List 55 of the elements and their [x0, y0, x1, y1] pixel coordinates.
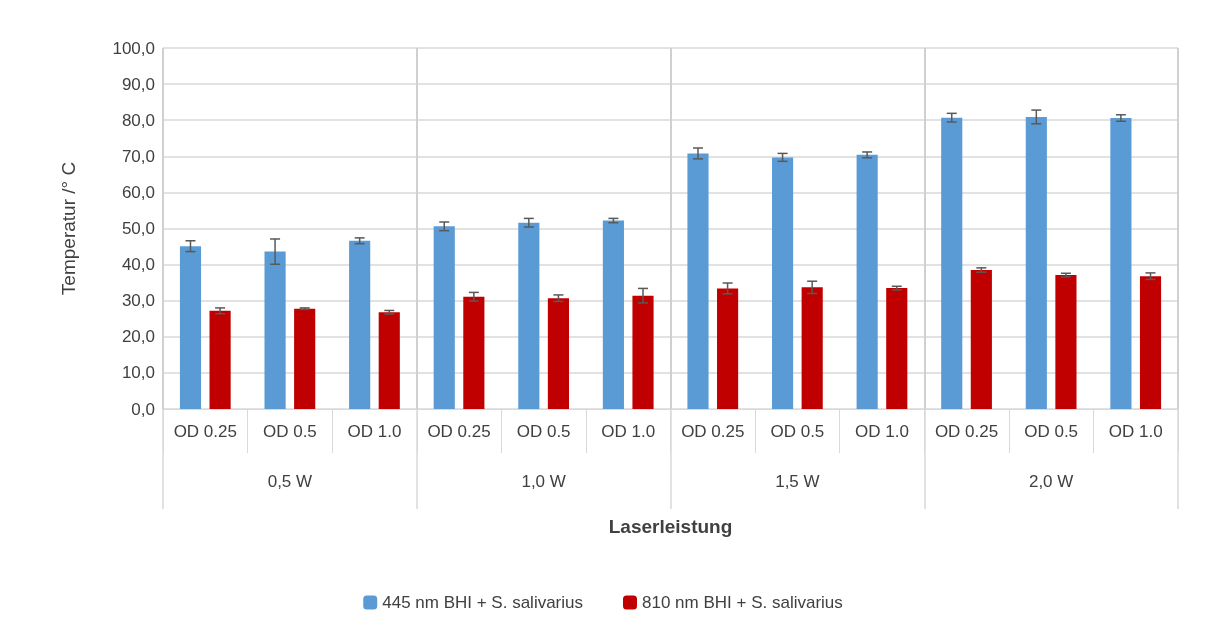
x-tick-label: OD 0.5 [262, 422, 317, 441]
bar [209, 310, 231, 409]
x-tick-label: OD 1.0 [601, 422, 656, 441]
x-tick-label: OD 0.25 [681, 422, 745, 441]
x-axis-title: Laserleistung [608, 516, 733, 537]
y-tick-label: 40,0 [121, 255, 155, 275]
y-tick-label: 20,0 [121, 327, 155, 347]
text: 2,0 W [1028, 472, 1074, 491]
x-tick-label: OD 0.5 [770, 422, 825, 441]
x-tick-label: OD 0.25 [173, 422, 237, 441]
y-tick-label: 60,0 [121, 182, 155, 202]
bar [886, 288, 908, 409]
y-tick-label: 10,0 [121, 363, 155, 383]
bar [349, 240, 371, 409]
y-tick-label: 100,0 [112, 38, 155, 58]
bar [772, 157, 794, 409]
bar [856, 154, 878, 409]
bar [518, 222, 540, 409]
y-tick-label: 0,0 [131, 399, 155, 419]
bar [378, 312, 400, 409]
x-tick-label: OD 1.0 [1108, 422, 1163, 441]
y-tick-label: 50,0 [121, 219, 155, 238]
bar [1025, 116, 1047, 409]
y-tick-label: 80,0 [121, 110, 155, 130]
bar [632, 295, 654, 409]
bar [433, 226, 455, 409]
x-tick-label: OD 0.5 [1024, 422, 1079, 441]
bar [179, 246, 202, 409]
x-tick-label: OD 1.0 [347, 422, 402, 441]
y-axis-title: Temperatur /° C [58, 161, 79, 296]
bar [970, 270, 992, 409]
bar [1055, 275, 1077, 409]
bar [1139, 276, 1162, 409]
x-tick-label: OD 1.0 [855, 422, 909, 441]
text: 1,0 W [521, 472, 566, 491]
bar [687, 153, 709, 409]
bar [941, 117, 963, 409]
text: 0,5 W [267, 472, 313, 491]
y-tick-label: 70,0 [121, 146, 155, 166]
bar [294, 308, 316, 409]
bar [602, 220, 624, 409]
bar [463, 296, 485, 409]
bar [264, 251, 286, 409]
legend-label: 810 nm BHI + S. salivarius [642, 593, 843, 612]
x-tick-label: OD 0.25 [934, 422, 999, 441]
x-tick-label: OD 0.5 [516, 422, 571, 441]
text: 1,5 W [775, 472, 820, 491]
bar [801, 287, 823, 409]
x-tick-label: OD 0.25 [427, 422, 491, 441]
legend-label: 445 nm BHI + S. salivarius [382, 593, 583, 612]
y-tick-label: 30,0 [121, 291, 155, 311]
bar [547, 298, 569, 409]
y-tick-label: 90,0 [121, 74, 155, 94]
bar [717, 288, 739, 409]
bar [1110, 118, 1132, 409]
